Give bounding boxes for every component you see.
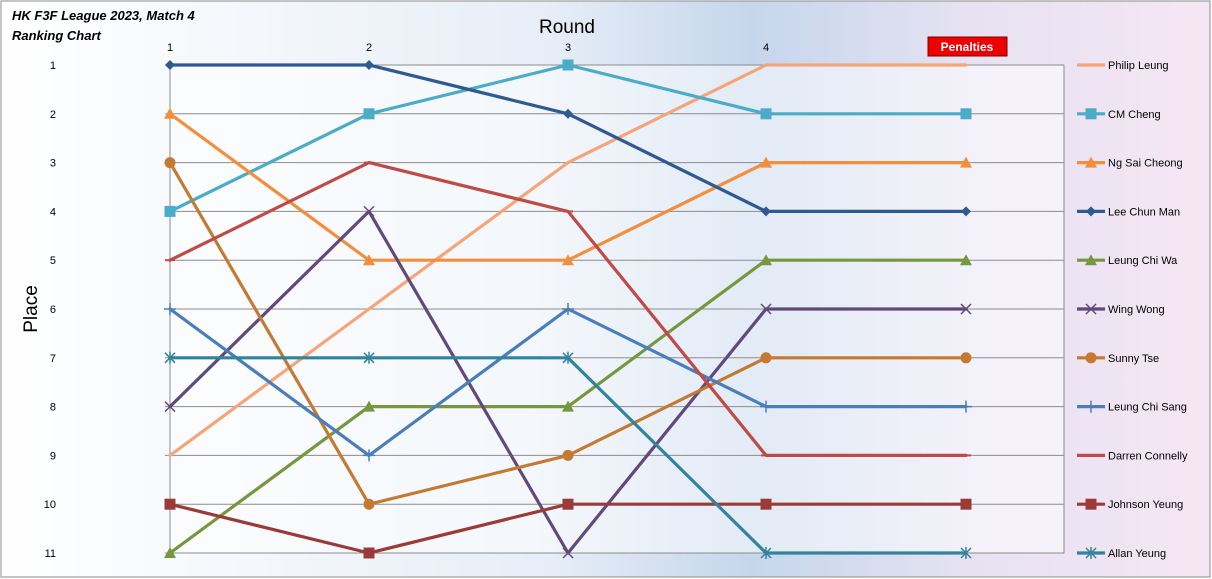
legend-label: Allan Yeung	[1108, 548, 1166, 560]
legend-marker	[1085, 547, 1097, 559]
data-point	[760, 156, 772, 168]
data-point	[562, 400, 574, 412]
data-point	[164, 351, 176, 364]
legend-label: Darren Connelly	[1108, 450, 1188, 462]
x-tick-label: 3	[565, 42, 571, 54]
data-point	[562, 254, 574, 266]
penalties-label: Penalties	[941, 40, 994, 54]
y-tick-label: 5	[50, 255, 56, 267]
data-point	[164, 401, 176, 413]
legend-marker	[1085, 254, 1097, 266]
x-tick-labels: 1 2 3 4	[167, 42, 769, 54]
data-point	[760, 400, 772, 413]
x-tick-label: 1	[167, 42, 173, 54]
y-tick-label: 9	[50, 450, 56, 462]
data-point	[760, 547, 772, 559]
data-point	[960, 108, 972, 120]
data-point	[164, 205, 176, 217]
data-point	[760, 498, 772, 510]
data-point	[760, 254, 772, 266]
data-point	[760, 303, 772, 315]
data-point	[562, 303, 574, 315]
x-axis-title: Round	[539, 17, 595, 38]
y-tick-label: 6	[50, 304, 56, 316]
y-tick-labels: 1 2 3 4 5 6 7 8 9 10 11	[44, 60, 56, 560]
legend-label: Leung Chi Sang	[1108, 402, 1187, 414]
data-point	[164, 303, 176, 315]
legend-label: Leung Chi Wa	[1108, 255, 1178, 267]
series-markers	[164, 59, 972, 559]
data-point	[960, 400, 972, 413]
y-tick-label: 3	[50, 158, 56, 170]
y-tick-label: 7	[50, 353, 56, 365]
data-point	[363, 449, 375, 462]
data-point	[363, 400, 375, 412]
data-point	[960, 547, 972, 559]
y-axis-title: Place	[21, 285, 42, 333]
chart-title: HK F3F League 2023, Match 4	[12, 8, 196, 23]
penalties-badge	[927, 36, 1008, 57]
legend-label: Philip Leung	[1108, 60, 1169, 72]
data-point	[562, 498, 574, 510]
legend: Philip Leung CM Cheng Ng Sai Cheong Lee Chu…	[1077, 60, 1188, 560]
y-tick-label: 2	[50, 109, 56, 121]
data-point	[960, 156, 972, 168]
data-point	[563, 108, 573, 119]
legend-marker	[1085, 352, 1097, 364]
data-point	[164, 107, 176, 119]
data-point	[164, 498, 176, 510]
x-tick-label: 4	[763, 42, 769, 54]
chart-subtitle: Ranking Chart	[12, 28, 102, 43]
data-point	[960, 254, 972, 266]
data-point	[761, 206, 771, 217]
legend-label: Johnson Yeung	[1108, 499, 1183, 511]
legend-marker	[1085, 108, 1097, 120]
data-point	[960, 498, 972, 510]
data-point	[562, 547, 574, 559]
data-point	[562, 59, 574, 71]
y-tick-label: 4	[50, 206, 56, 218]
data-point	[164, 157, 176, 169]
x-tick-label: 2	[366, 42, 372, 54]
data-point	[363, 108, 375, 120]
data-point	[760, 108, 772, 120]
legend-marker	[1085, 400, 1097, 413]
y-tick-label: 8	[50, 402, 56, 414]
legend-marker	[1086, 206, 1096, 217]
legend-marker	[1085, 498, 1097, 510]
data-point	[562, 351, 574, 364]
legend-label: Sunny Tse	[1108, 353, 1159, 365]
data-point	[960, 303, 972, 315]
data-point	[363, 498, 375, 510]
data-point	[961, 206, 971, 217]
legend-label: Lee Chun Man	[1108, 206, 1180, 218]
data-point	[364, 60, 374, 70]
y-tick-label: 10	[44, 499, 56, 511]
data-point	[562, 449, 574, 461]
data-point	[164, 547, 176, 558]
legend-label: CM Cheng	[1108, 109, 1161, 121]
legend-marker	[1085, 303, 1097, 315]
data-point	[363, 254, 375, 266]
data-point	[363, 547, 375, 559]
legend-marker	[1085, 156, 1097, 168]
data-point	[363, 351, 375, 364]
y-tick-label: 1	[50, 60, 56, 72]
y-tick-label: 11	[45, 548, 56, 560]
legend-label: Wing Wong	[1108, 304, 1165, 316]
data-point	[363, 205, 375, 217]
data-point	[960, 352, 972, 364]
data-point	[760, 352, 772, 364]
legend-label: Ng Sai Cheong	[1108, 158, 1183, 170]
data-point	[165, 60, 175, 70]
